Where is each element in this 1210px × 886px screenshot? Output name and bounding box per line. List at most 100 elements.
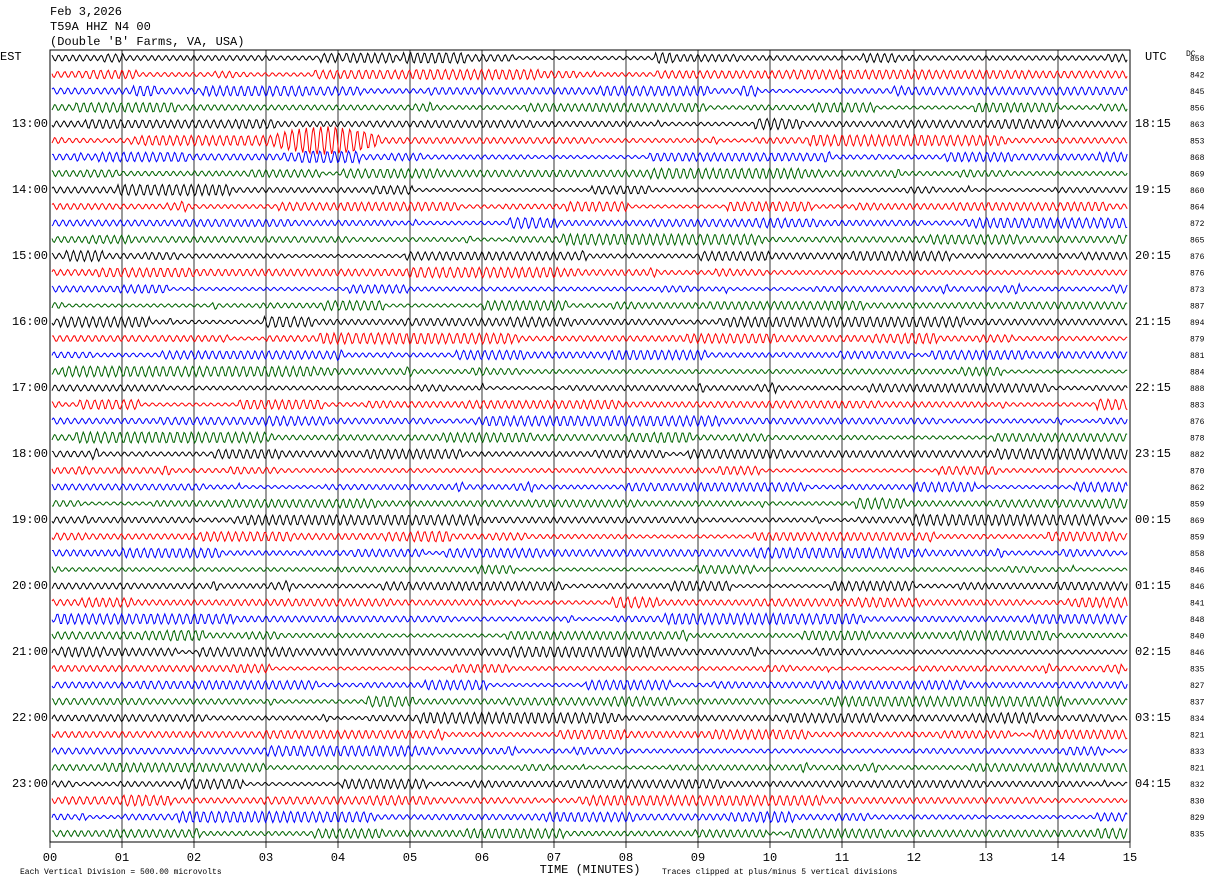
- x-tick-label: 03: [259, 851, 273, 865]
- dc-value: 837: [1190, 699, 1205, 708]
- x-axis-label: TIME (MINUTES): [540, 863, 641, 877]
- dc-value: 842: [1190, 72, 1205, 81]
- dc-value: 846: [1190, 649, 1205, 658]
- trace: [51, 678, 1128, 692]
- trace: [51, 777, 1128, 791]
- trace: [51, 365, 1128, 379]
- title-line: Feb 3,2026: [50, 5, 122, 19]
- trace: [51, 744, 1128, 758]
- trace: [51, 810, 1128, 824]
- dc-value: 862: [1190, 484, 1205, 493]
- trace: [51, 398, 1128, 412]
- dc-value: 876: [1190, 418, 1205, 427]
- dc-value: 879: [1190, 336, 1205, 345]
- x-tick-label: 01: [115, 851, 129, 865]
- est-label: 21:00: [12, 645, 48, 659]
- trace: [51, 183, 1128, 197]
- dc-value: 833: [1190, 748, 1205, 757]
- dc-value: 878: [1190, 435, 1205, 444]
- dc-value: 821: [1190, 765, 1205, 774]
- trace: [51, 414, 1128, 428]
- trace: [52, 149, 1128, 165]
- x-tick-label: 11: [835, 851, 849, 865]
- dc-value: 821: [1190, 732, 1205, 741]
- utc-label: 22:15: [1135, 381, 1171, 395]
- dc-value: 858: [1190, 55, 1205, 64]
- dc-value: 848: [1190, 616, 1205, 625]
- trace: [51, 125, 1128, 155]
- dc-value: 881: [1190, 352, 1205, 361]
- est-label: 23:00: [12, 777, 48, 791]
- utc-label: 00:15: [1135, 513, 1171, 527]
- dc-value: 876: [1190, 253, 1205, 262]
- trace: [51, 761, 1128, 774]
- dc-value: 853: [1190, 138, 1205, 147]
- trace: [51, 827, 1128, 840]
- trace: [51, 564, 1128, 575]
- trace: [51, 349, 1128, 362]
- x-tick-label: 10: [763, 851, 777, 865]
- trace: [51, 51, 1128, 65]
- dc-value: 835: [1190, 831, 1205, 840]
- trace: [51, 794, 1128, 807]
- est-label: 17:00: [12, 381, 48, 395]
- dc-value: 863: [1190, 121, 1205, 130]
- dc-label: DC: [1186, 50, 1196, 59]
- utc-label: 23:15: [1135, 447, 1171, 461]
- est-label: 20:00: [12, 579, 48, 593]
- utc-label: 20:15: [1135, 249, 1171, 263]
- dc-value: 894: [1190, 319, 1205, 328]
- trace: [51, 513, 1128, 527]
- dc-value: 876: [1190, 270, 1205, 279]
- trace: [51, 711, 1128, 725]
- x-tick-label: 13: [979, 851, 993, 865]
- utc-label: 19:15: [1135, 183, 1171, 197]
- trace: [51, 167, 1128, 180]
- dc-value: 865: [1190, 237, 1205, 246]
- trace: [51, 200, 1128, 214]
- trace: [52, 546, 1128, 560]
- trace: [51, 496, 1128, 510]
- dc-value: 835: [1190, 666, 1205, 675]
- trace: [51, 117, 1128, 131]
- utc-label: 03:15: [1135, 711, 1171, 725]
- x-tick-label: 04: [331, 851, 345, 865]
- est-label: 15:00: [12, 249, 48, 263]
- dc-value: 887: [1190, 303, 1205, 312]
- title-line: T59A HHZ N4 00: [50, 20, 151, 34]
- trace: [51, 315, 1128, 329]
- dc-value: 888: [1190, 385, 1205, 394]
- dc-value: 840: [1190, 633, 1205, 642]
- trace: [51, 266, 1128, 279]
- est-label: 18:00: [12, 447, 48, 461]
- x-tick-label: 09: [691, 851, 705, 865]
- dc-value: 832: [1190, 781, 1205, 790]
- footnote: Traces clipped at plus/minus 5 vertical …: [662, 868, 897, 877]
- dc-value: 845: [1190, 88, 1205, 97]
- trace: [51, 282, 1128, 295]
- est-label: 22:00: [12, 711, 48, 725]
- trace: [51, 216, 1128, 230]
- trace: [51, 299, 1128, 312]
- trace: [51, 249, 1128, 263]
- footnote: Each Vertical Division = 500.00 microvol…: [20, 868, 222, 877]
- trace: [51, 232, 1128, 247]
- dc-value: 859: [1190, 501, 1205, 510]
- dc-value: 869: [1190, 517, 1205, 526]
- trace: [51, 612, 1128, 626]
- dc-value: 858: [1190, 550, 1205, 559]
- trace: [51, 629, 1128, 643]
- dc-value: 859: [1190, 534, 1205, 543]
- utc-label: 02:15: [1135, 645, 1171, 659]
- est-label: 13:00: [12, 117, 48, 131]
- trace: [51, 381, 1128, 395]
- dc-value: 827: [1190, 682, 1205, 691]
- right-axis-label: UTC: [1145, 50, 1167, 64]
- dc-value: 864: [1190, 204, 1205, 213]
- dc-value: 829: [1190, 814, 1205, 823]
- trace: [51, 530, 1128, 543]
- dc-value: 883: [1190, 402, 1205, 411]
- utc-label: 18:15: [1135, 117, 1171, 131]
- trace: [51, 595, 1128, 609]
- x-tick-label: 12: [907, 851, 921, 865]
